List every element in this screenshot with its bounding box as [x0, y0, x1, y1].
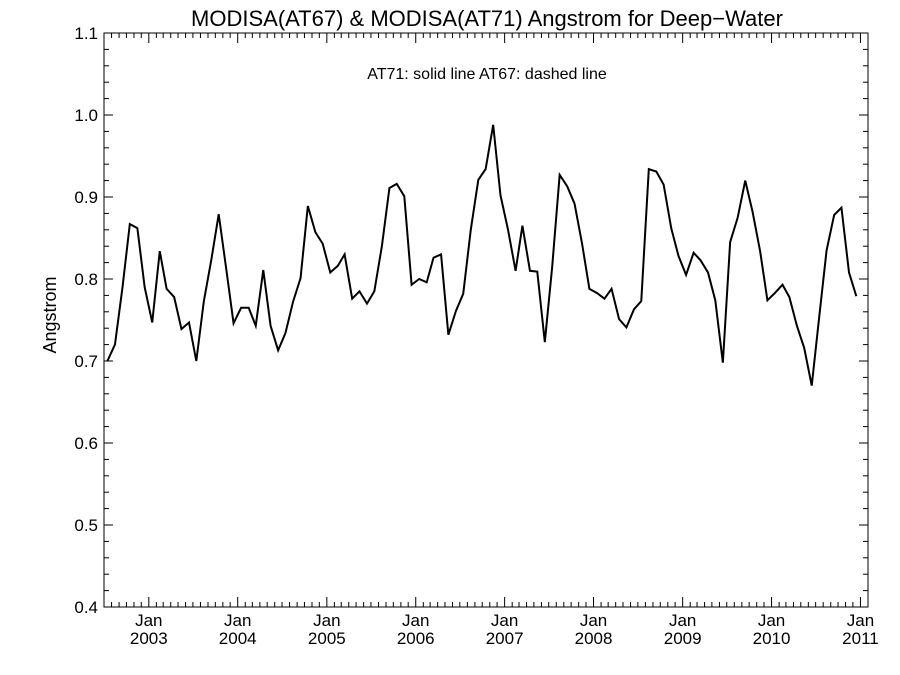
x-tick-month-label: Jan	[224, 611, 251, 630]
x-tick-month-label: Jan	[758, 611, 785, 630]
y-tick-label: 1.1	[74, 24, 98, 43]
series-layer	[106, 124, 858, 386]
x-tick-year-label: 2003	[130, 629, 168, 648]
y-axis-label: Angstrom	[40, 276, 60, 353]
x-tick-year-label: 2004	[219, 629, 257, 648]
x-tick-year-label: 2005	[308, 629, 346, 648]
x-tick-year-label: 2007	[486, 629, 524, 648]
y-tick-label: 0.8	[74, 270, 98, 289]
x-tick-month-label: Jan	[669, 611, 696, 630]
x-tick-month-label: Jan	[847, 611, 874, 630]
x-tick-year-label: 2010	[753, 629, 791, 648]
y-tick-label: 0.6	[74, 434, 98, 453]
x-tick-month-label: Jan	[491, 611, 518, 630]
x-axis: Jan2003Jan2004Jan2005Jan2006Jan2007Jan20…	[103, 33, 879, 648]
x-tick-year-label: 2008	[575, 629, 613, 648]
x-tick-month-label: Jan	[135, 611, 162, 630]
y-tick-label: 0.9	[74, 188, 98, 207]
y-axis: 0.4 0.5 0.6 0.7 0.8 0.9 1.0 1.1	[74, 24, 868, 617]
x-tick-month-label: Jan	[313, 611, 340, 630]
series-line-solid	[106, 124, 858, 386]
plot-frame	[103, 32, 869, 608]
x-tick-year-label: 2009	[664, 629, 702, 648]
x-tick-month-label: Jan	[402, 611, 429, 630]
line-style-legend: AT71: solid line AT67: dashed line	[367, 66, 607, 83]
y-tick-label: 0.5	[74, 516, 98, 535]
y-tick-label: 0.4	[74, 598, 98, 617]
x-tick-year-label: 2006	[397, 629, 435, 648]
chart-title: MODISA(AT67) & MODISA(AT71) Angstrom for…	[191, 6, 783, 31]
y-tick-label: 1.0	[74, 106, 98, 125]
x-tick-year-label: 2011	[842, 629, 879, 648]
x-tick-month-label: Jan	[580, 611, 607, 630]
y-tick-label: 0.7	[74, 352, 98, 371]
